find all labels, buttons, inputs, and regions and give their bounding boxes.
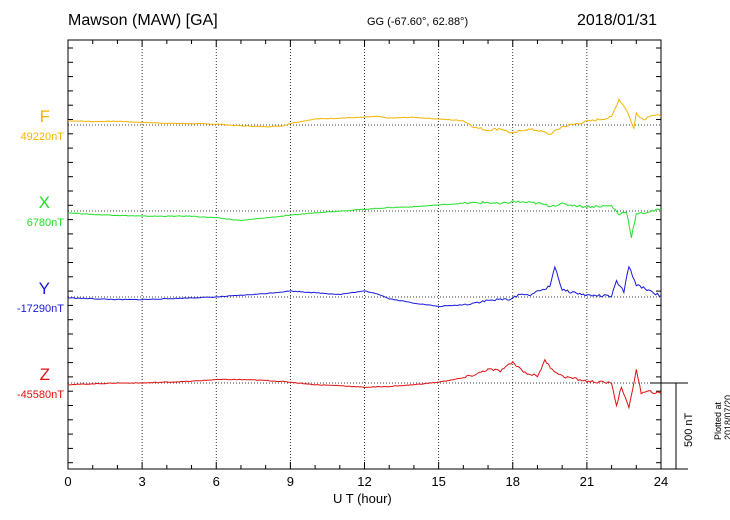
- x-tick-label: 0: [64, 474, 72, 489]
- vertical-gridlines: [141, 40, 588, 469]
- x-axis-label: U T (hour): [333, 491, 392, 506]
- x-tick-label: 3: [138, 474, 146, 489]
- x-tick-label: 6: [212, 474, 220, 489]
- scale-bar-label: 500 nT: [683, 412, 695, 447]
- series-label-z: Z: [39, 365, 50, 384]
- series-line-y: [67, 265, 662, 308]
- series-baseline-y: -17290nT: [16, 303, 64, 315]
- series-line-z: [67, 358, 662, 410]
- series-line-x: [67, 200, 662, 238]
- series-label-f: F: [39, 107, 50, 126]
- plotted-timestamp: Plotted at 2018/07/20 02:58 UT: [713, 394, 730, 440]
- x-tick-label: 24: [653, 474, 669, 489]
- series-baseline-x: 6780nT: [26, 217, 64, 229]
- coordinates-label: GG (-67.60°, 62.88°): [367, 16, 469, 28]
- tick-marks: [67, 40, 662, 469]
- series-label-y: Y: [38, 279, 50, 298]
- scale-bar: [650, 382, 688, 470]
- series-baseline-f: 49220nT: [20, 131, 64, 143]
- x-tick-label: 18: [505, 474, 520, 489]
- series-line-f: [68, 98, 662, 135]
- series-lines: [67, 98, 662, 410]
- series-baseline-z: -45580nT: [16, 389, 64, 401]
- series-label-x: X: [38, 193, 50, 212]
- date-label: 2018/01/31: [577, 12, 658, 29]
- x-tick-label: 15: [431, 474, 446, 489]
- x-tick-label: 12: [357, 474, 372, 489]
- x-tick-label: 21: [579, 474, 595, 489]
- plot-frame: [67, 39, 662, 470]
- x-tick-label: 9: [286, 474, 294, 489]
- station-title: Mawson (MAW) [GA]: [68, 12, 218, 29]
